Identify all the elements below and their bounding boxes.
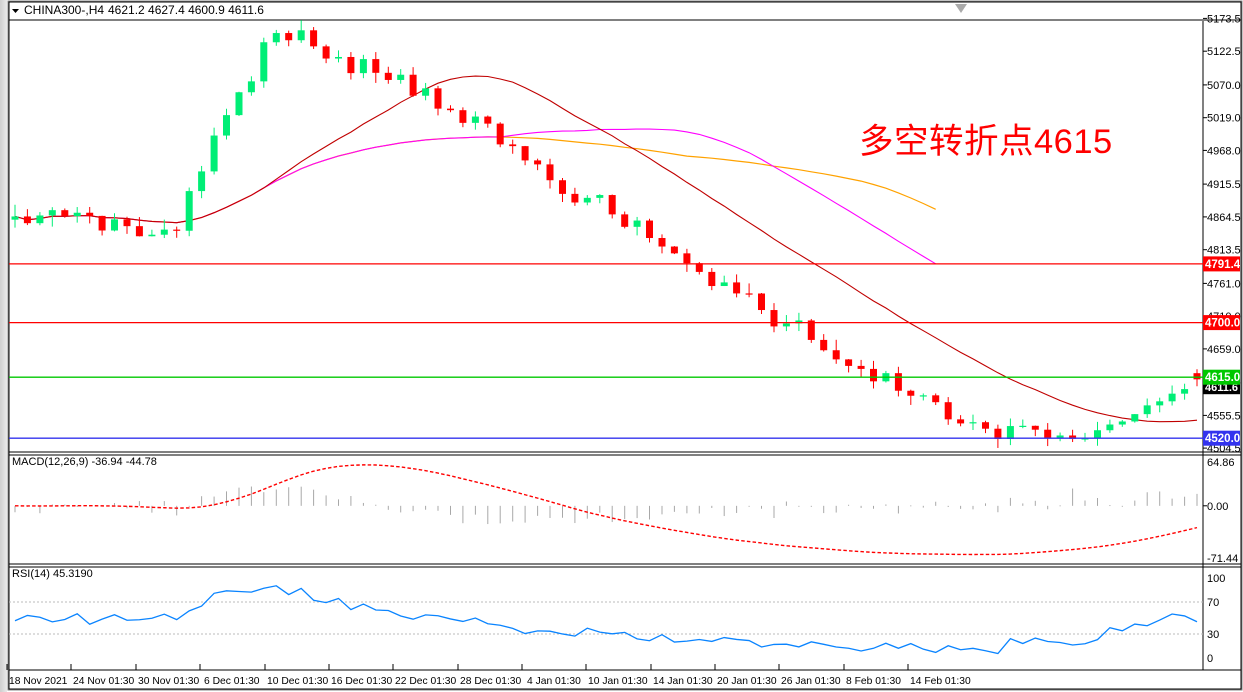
svg-text:70: 70 [1207,597,1219,609]
svg-text:4615.0: 4615.0 [1205,372,1240,384]
svg-text:4 Jan 01:30: 4 Jan 01:30 [527,676,581,687]
svg-text:10 Dec 01:30: 10 Dec 01:30 [267,676,329,687]
svg-text:-71.44: -71.44 [1207,553,1238,565]
svg-text:4659.0: 4659.0 [1207,344,1241,356]
svg-text:22 Dec 01:30: 22 Dec 01:30 [395,676,457,687]
svg-text:16 Dec 01:30: 16 Dec 01:30 [331,676,393,687]
svg-text:RSI(14) 45.3190: RSI(14) 45.3190 [12,568,93,580]
svg-text:多空转折点4615: 多空转折点4615 [859,123,1113,161]
svg-text:100: 100 [1207,573,1225,585]
svg-text:4915.5: 4915.5 [1207,179,1241,191]
svg-text:8 Feb 01:30: 8 Feb 01:30 [846,676,901,687]
svg-text:5019.0: 5019.0 [1207,113,1241,125]
svg-text:5122.5: 5122.5 [1207,46,1241,58]
svg-text:30: 30 [1207,629,1219,641]
svg-text:0: 0 [1207,653,1213,665]
svg-text:64.86: 64.86 [1207,457,1235,469]
svg-text:4968.0: 4968.0 [1207,145,1241,157]
svg-text:5173.5: 5173.5 [1207,13,1241,25]
svg-text:4700.0: 4700.0 [1205,318,1240,330]
svg-text:4520.0: 4520.0 [1205,433,1240,445]
svg-text:5070.0: 5070.0 [1207,80,1241,92]
svg-text:4761.0: 4761.0 [1207,278,1241,290]
svg-text:18 Nov 2021: 18 Nov 2021 [9,676,68,687]
svg-text:CHINA300-,H4: CHINA300-,H4 [24,3,104,17]
svg-text:20 Jan 01:30: 20 Jan 01:30 [717,676,777,687]
svg-text:6 Dec 01:30: 6 Dec 01:30 [204,676,260,687]
svg-text:26 Jan 01:30: 26 Jan 01:30 [781,676,841,687]
svg-text:24 Nov 01:30: 24 Nov 01:30 [73,676,135,687]
svg-text:4555.5: 4555.5 [1207,410,1241,422]
svg-text:4813.5: 4813.5 [1207,245,1241,257]
svg-text:14 Feb 01:30: 14 Feb 01:30 [910,676,971,687]
svg-text:0.00: 0.00 [1207,501,1228,513]
svg-text:4864.5: 4864.5 [1207,212,1241,224]
svg-text:4621.2 4627.4 4600.9 4611.6: 4621.2 4627.4 4600.9 4611.6 [108,3,264,17]
svg-text:10 Jan 01:30: 10 Jan 01:30 [588,676,648,687]
svg-text:14 Jan 01:30: 14 Jan 01:30 [653,676,713,687]
svg-text:MACD(12,26,9) -36.94 -44.78: MACD(12,26,9) -36.94 -44.78 [12,456,157,468]
svg-text:28 Dec 01:30: 28 Dec 01:30 [460,676,522,687]
svg-text:4791.4: 4791.4 [1205,259,1241,271]
svg-text:30 Nov 01:30: 30 Nov 01:30 [138,676,200,687]
